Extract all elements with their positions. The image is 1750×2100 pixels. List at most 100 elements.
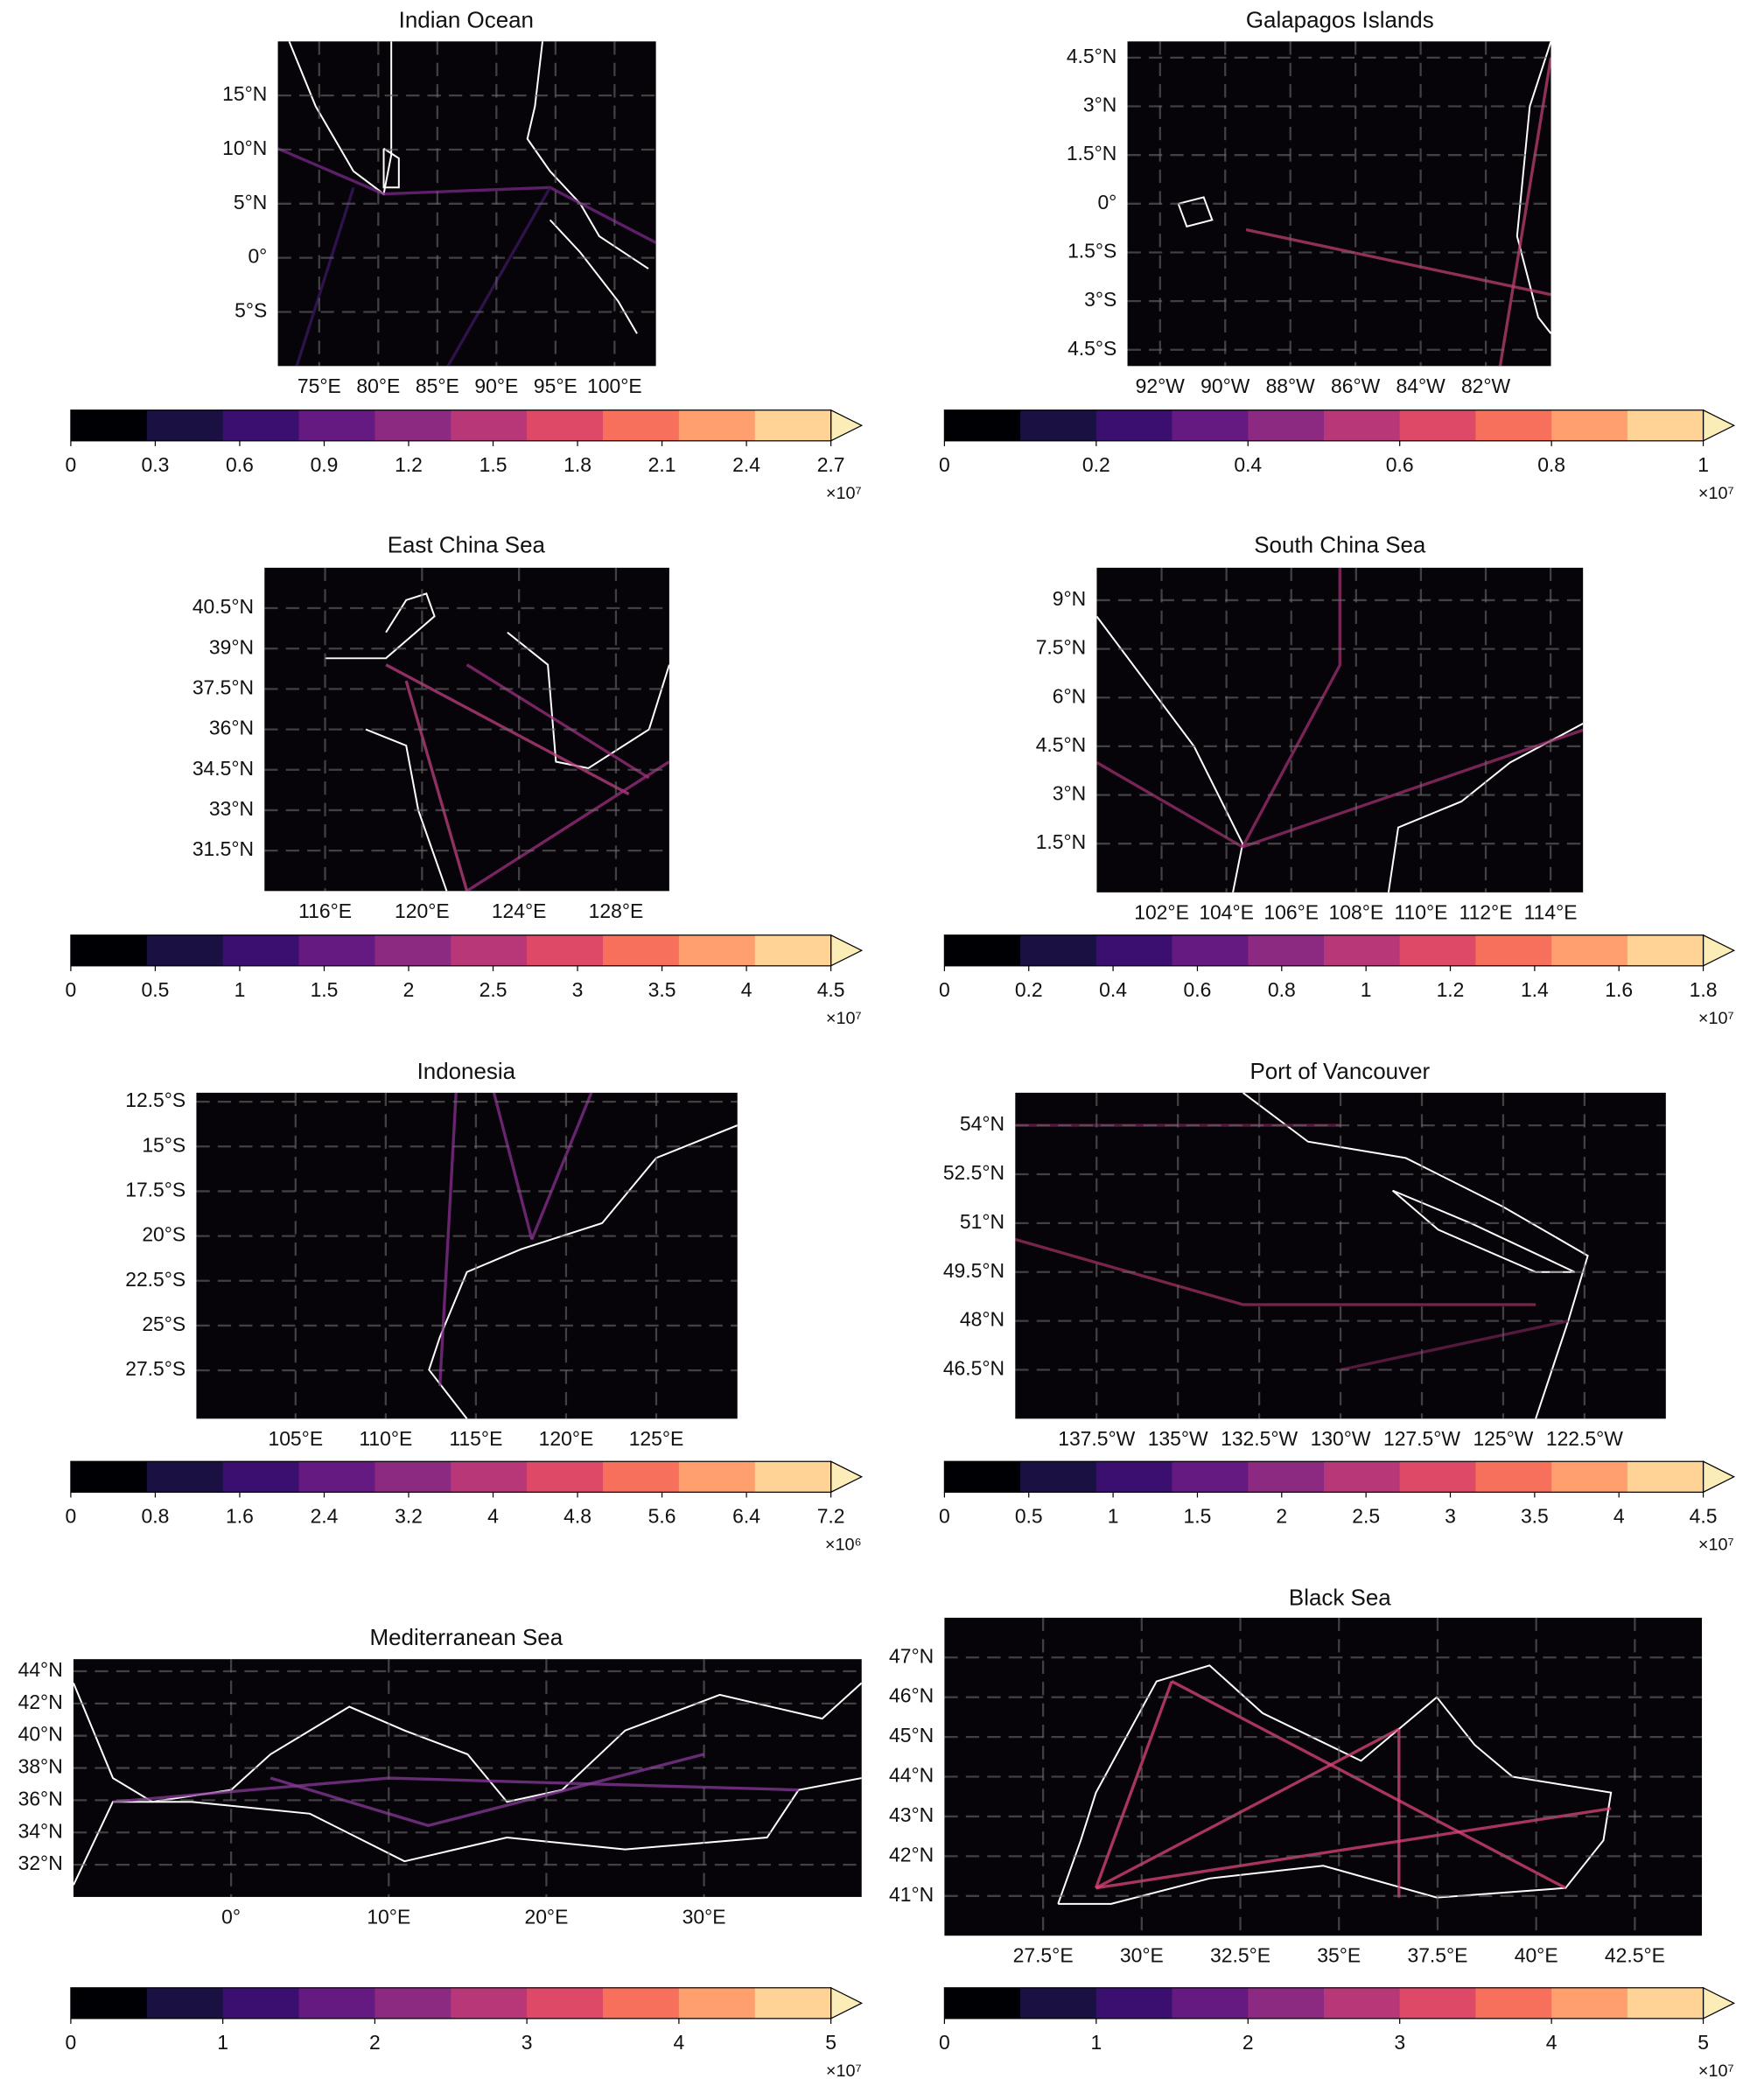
colorbar-tick-label: 2.4 (311, 1504, 339, 1527)
y-tick-label: 6°N (1053, 684, 1086, 707)
y-tick-label: 52.5°N (943, 1161, 1004, 1184)
colorbar-bin (944, 1987, 1021, 2019)
colorbar-bin (70, 934, 148, 966)
y-tick-label: 9°N (1053, 587, 1086, 610)
y-tick-label: 32°N (18, 1852, 63, 1874)
colorbar-bin (1475, 1987, 1552, 2019)
colorbar-tick-label: 0.8 (1537, 453, 1565, 476)
colorbar-bin (1475, 934, 1552, 966)
colorbar-bin (1399, 410, 1476, 441)
colorbar-bin (146, 410, 224, 441)
colorbar-tick-label: 2 (1276, 1504, 1287, 1527)
y-tick-label: 1.5°S (1068, 240, 1116, 262)
colorbar-tick-label: 6.4 (732, 1504, 760, 1527)
colorbar-bin (1551, 1461, 1628, 1493)
colorbar-tick-label: 0 (939, 978, 950, 1001)
colorbar-bin (1020, 410, 1097, 441)
y-tick-label: 3°N (1083, 94, 1116, 116)
x-tick-label: 27.5°E (1013, 1944, 1074, 1967)
map-title: Mediterranean Sea (370, 1626, 564, 1650)
map-title: Indonesia (417, 1060, 516, 1084)
colorbar-extend (1702, 1460, 1736, 1494)
colorbar-scale-label: ×10⁷ (1698, 484, 1734, 503)
y-tick-label: 10°N (222, 136, 267, 159)
colorbar-bin (374, 934, 452, 966)
colorbar-tick-label: 5 (1698, 2031, 1709, 2054)
y-tick-label: 25°S (142, 1312, 186, 1335)
y-tick-label: 1.5°N (1067, 142, 1117, 164)
coastline (428, 1124, 738, 1419)
colorbar-bin (222, 410, 299, 441)
x-tick-label: 84°W (1396, 374, 1446, 397)
x-tick-label: 82°W (1461, 374, 1511, 397)
y-tick-label: 46°N (889, 1684, 934, 1707)
colorbar-bin (222, 1461, 299, 1493)
x-tick-label: 105°E (268, 1427, 323, 1450)
colorbar-bin (603, 410, 680, 441)
colorbar-bin (1627, 934, 1704, 966)
colorbar-bin (146, 1987, 224, 2019)
colorbar-bin (944, 934, 1021, 966)
x-tick-label: 30°E (1120, 1944, 1164, 1967)
colorbar-bin (678, 1987, 756, 2019)
y-tick-label: 4.5°S (1068, 337, 1116, 360)
y-tick-label: 51°N (960, 1210, 1004, 1233)
colorbar-bin (603, 1987, 680, 2019)
colorbar-bin (527, 934, 604, 966)
colorbar-bin (298, 1461, 375, 1493)
colorbar-bin (146, 1461, 224, 1493)
colorbar-bin (1475, 410, 1552, 441)
colorbar-tick-label: 3 (1394, 2031, 1405, 2054)
map-layer (196, 1092, 738, 1419)
colorbar-tick-label: 1.2 (395, 453, 423, 476)
colorbar-bin (1248, 410, 1325, 441)
y-tick-label: 4.5°N (1067, 45, 1117, 67)
shipping-lane (446, 186, 552, 367)
x-tick-label: 102°E (1134, 900, 1189, 923)
x-tick-label: 116°E (298, 900, 352, 922)
x-tick-label: 108°E (1329, 900, 1384, 923)
colorbar-bin (754, 410, 832, 441)
shipping-lane (295, 186, 355, 367)
colorbar-bin (1323, 934, 1401, 966)
colorbar-tick-label: 0 (939, 453, 950, 476)
y-tick-label: 39°N (209, 635, 254, 658)
colorbar-bin (1096, 1987, 1172, 2019)
colorbar-bin (1248, 934, 1325, 966)
colorbar-tick-label: 4.5 (817, 978, 845, 1001)
colorbar-tick-label: 3 (572, 978, 584, 1001)
y-tick-label: 22.5°S (125, 1268, 186, 1291)
colorbar-extend (1702, 1986, 1736, 2020)
y-tick-label: 36°N (209, 717, 254, 739)
shipping-lane (1015, 1237, 1536, 1306)
colorbar-tick-label: 0.4 (1099, 978, 1127, 1001)
colorbar-bin (1627, 1461, 1704, 1493)
colorbar-tick-label: 2 (403, 978, 415, 1001)
colorbar-bin (1172, 410, 1249, 441)
colorbar-tick-label: 2.5 (480, 978, 508, 1001)
colorbar-bin (1096, 1461, 1172, 1493)
x-tick-label: 90°E (474, 374, 518, 397)
y-tick-label: 44°N (18, 1658, 63, 1681)
y-tick-label: 40.5°N (192, 595, 254, 618)
map-title: Black Sea (1289, 1586, 1391, 1610)
shipping-lane (1095, 1727, 1400, 1890)
colorbar-tick-label: 5.6 (648, 1504, 676, 1527)
colorbar-tick-label: 0.5 (142, 978, 170, 1001)
shipping-lane (466, 760, 669, 892)
colorbar-bin (1627, 1987, 1704, 2019)
map-layer (1127, 41, 1551, 367)
colorbar-tick-label: 1 (217, 2031, 228, 2054)
colorbar-tick-label: 3.2 (395, 1504, 423, 1527)
colorbar-scale-label: ×10⁷ (826, 2062, 862, 2081)
colorbar-tick-label: 1.2 (1437, 978, 1465, 1001)
colorbar-bin (603, 934, 680, 966)
colorbar-tick-label: 2.1 (648, 453, 676, 476)
y-tick-label: 46.5°N (943, 1357, 1004, 1380)
shipping-lane (1242, 728, 1584, 849)
colorbar-tick-label: 1.5 (480, 453, 508, 476)
colorbar-bin (374, 410, 452, 441)
colorbar-scale-label: ×10⁷ (1698, 1536, 1734, 1555)
colorbar-bin (451, 410, 528, 441)
colorbar-tick-label: 0.6 (1386, 453, 1414, 476)
